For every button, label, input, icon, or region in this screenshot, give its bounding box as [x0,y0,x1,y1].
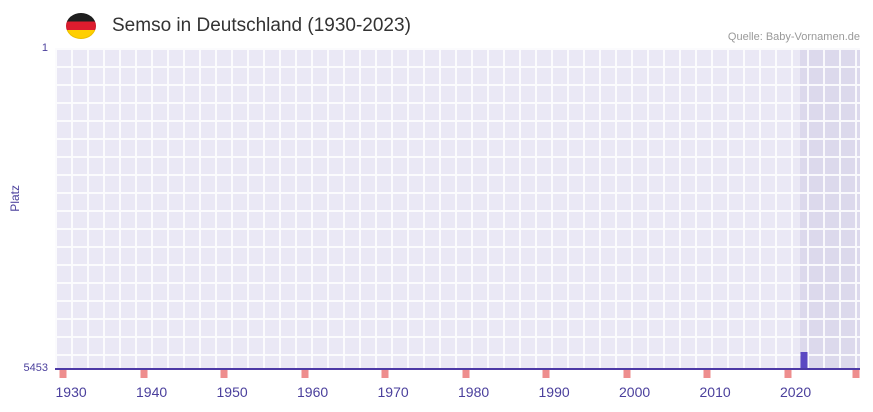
x-tick-marker [301,370,309,378]
x-axis-label-2020: 2020 [780,384,812,400]
germany-flag-icon [66,13,96,39]
x-axis-label-2010: 2010 [699,384,731,400]
x-tick-marker [381,370,389,378]
x-axis-label-1970: 1970 [377,384,409,400]
x-tick-marker [784,370,792,378]
x-axis-label-1940: 1940 [136,384,168,400]
x-axis-label-1990: 1990 [538,384,570,400]
x-tick-marker [59,370,67,378]
grid-overlay [55,48,860,368]
x-axis-label-1930: 1930 [55,384,87,400]
x-tick-markers [55,370,860,379]
y-tick-worst: 5453 [23,362,48,374]
x-axis-label-1980: 1980 [458,384,490,400]
x-tick-marker [703,370,711,378]
x-tick-marker [542,370,550,378]
x-tick-marker [140,370,148,378]
x-axis-label-2000: 2000 [619,384,651,400]
x-axis-labels: 1930 1940 1950 1960 1970 1980 1990 2000 2010 2020 [55,384,860,404]
chart-title: Semso in Deutschland (1930-2023) [112,15,411,36]
rank-bar-2021[interactable] [800,351,808,368]
y-axis-title: Platz [8,185,22,212]
y-tick-best: 1 [41,42,48,54]
bars-layer [55,48,860,368]
source-credit[interactable]: Quelle: Baby-Vornamen.de [727,31,860,43]
x-tick-marker [220,370,228,378]
x-tick-marker [852,370,860,378]
x-axis-label-1960: 1960 [297,384,329,400]
plot-area [55,48,860,370]
x-tick-marker [462,370,470,378]
x-axis-label-1950: 1950 [216,384,248,400]
x-tick-marker [623,370,631,378]
